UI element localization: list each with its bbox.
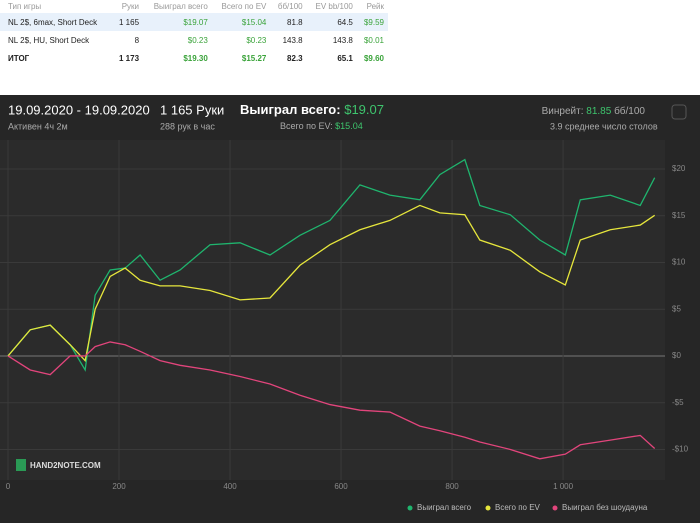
cell: 8 (134, 35, 140, 45)
winrate-unit: бб/100 (614, 105, 645, 117)
cell: 143.8 (282, 35, 303, 45)
ev: Всего по EV: $15.04 (280, 121, 363, 131)
cell: $19.07 (183, 17, 208, 27)
y-tick-label: $0 (672, 351, 681, 360)
cell: 65.1 (337, 53, 353, 63)
series-line (7, 204, 656, 363)
cell: $19.30 (183, 53, 208, 63)
column-header: Рейк (366, 2, 384, 11)
y-tick-label: $10 (672, 258, 686, 267)
series-line (7, 341, 656, 460)
legend-label: Выиграл всего (417, 503, 472, 512)
y-tick-label: $20 (672, 164, 686, 173)
cell: 143.8 (332, 35, 353, 45)
column-header: Руки (121, 2, 140, 11)
cell: 1 165 (119, 17, 140, 27)
rate: 288 рук в час (160, 121, 215, 131)
legend-marker (552, 505, 558, 511)
header-row: Тип игры Руки Выиграл всего Всего по EV бб/1… (0, 0, 388, 13)
stats-table: Тип игры Руки Выиграл всего Всего по EV бб/1… (0, 0, 388, 67)
cell: $15.27 (241, 53, 267, 63)
won-label: Выиграл всего: (240, 102, 341, 117)
won-value: $19.07 (344, 102, 384, 117)
cell: NL 2$, 6max, Short Deck (8, 17, 98, 27)
winrate-label: Винрейт: (542, 106, 584, 117)
cell: $0.01 (363, 35, 384, 45)
x-tick-label: 400 (223, 482, 237, 491)
cell: $0.23 (246, 35, 267, 45)
cell: $9.59 (363, 17, 384, 27)
legend-label: Выиграл без шоудауна (562, 503, 648, 512)
y-tick-label: $15 (672, 211, 686, 220)
legend-marker (485, 505, 491, 511)
tables: 3.9 среднее число столов (550, 121, 658, 131)
x-tick-label: 200 (112, 482, 126, 491)
column-header: Выиграл всего (153, 2, 208, 11)
column-header: Всего по EV (221, 2, 267, 11)
ev-label: Всего по EV: (280, 121, 333, 131)
active: Активен 4ч 2м (8, 121, 68, 131)
table-row: ИТОГ 1 173 $19.30 $15.27 82.3 65.1 $9.60 (0, 49, 388, 67)
cell: $15.04 (241, 17, 267, 27)
ev-value: $15.04 (335, 121, 363, 131)
cell: NL 2$, HU, Short Deck (8, 35, 90, 45)
logo: HAND2NOTE.COM (30, 461, 101, 470)
x-tick-label: 1 000 (553, 482, 574, 491)
column-header: Тип игры (8, 2, 42, 11)
cell: 81.8 (287, 17, 303, 27)
cell: ИТОГ (8, 53, 30, 63)
plot-bg (0, 140, 665, 480)
won: Выиграл всего: $19.07 (240, 102, 384, 117)
column-header: EV bb/100 (315, 2, 353, 11)
hands: 1 165 Руки (160, 102, 224, 117)
x-tick-label: 0 (6, 482, 11, 491)
series-line (7, 158, 656, 372)
column-header: бб/100 (277, 2, 303, 11)
cell: $0.23 (187, 35, 208, 45)
winrate: Винрейт: 81.85 бб/100 (542, 105, 646, 117)
period: 19.09.2020 - 19.09.2020 (8, 102, 150, 117)
graph-panel: 19.09.2020 - 19.09.2020 Активен 4ч 2м 1 … (0, 95, 700, 523)
legend-marker (407, 505, 413, 511)
table-row: NL 2$, HU, Short Deck 8 $0.23 $0.23 143.8 143… (0, 31, 388, 49)
x-tick-label: 600 (334, 482, 348, 491)
y-tick-label: $5 (672, 304, 681, 313)
winrate-value: 81.85 (586, 106, 611, 117)
y-tick-label: -$10 (672, 445, 689, 454)
cell: 64.5 (337, 17, 353, 27)
legend-label: Всего по EV (495, 503, 541, 512)
cell: 1 173 (119, 53, 140, 63)
y-tick-label: -$5 (672, 398, 684, 407)
cell: 82.3 (287, 53, 303, 63)
cell: $9.60 (363, 53, 384, 63)
table-row: NL 2$, 6max, Short Deck 1 165 $19.07 $15.04… (0, 13, 388, 31)
logo-icon (16, 459, 26, 471)
settings-button[interactable] (671, 104, 687, 120)
x-tick-label: 800 (445, 482, 459, 491)
